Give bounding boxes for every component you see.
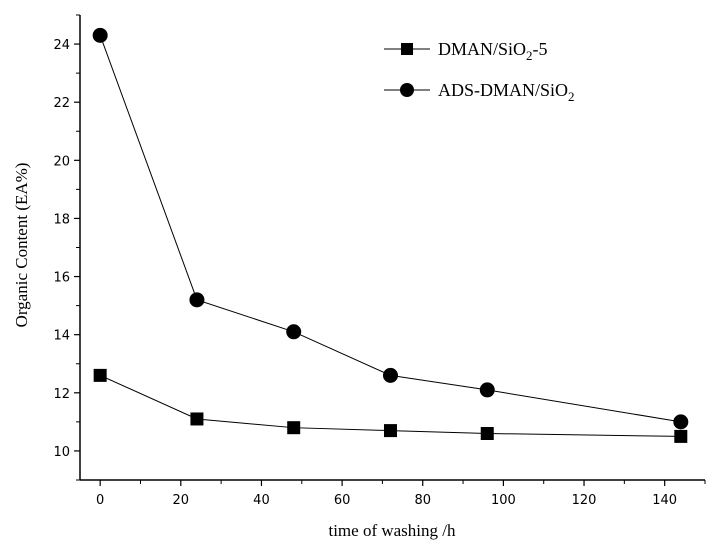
x-ticks: 0 20 40 60 80 100 120 140 — [96, 480, 706, 508]
y-tick-label: 24 — [53, 38, 70, 53]
x-tick-label: 0 — [96, 493, 104, 508]
x-tick-label: 120 — [572, 493, 597, 508]
data-point-square — [674, 429, 688, 443]
y-tick-label: 18 — [53, 212, 70, 227]
data-point-square — [480, 427, 494, 440]
y-tick-label: 16 — [53, 271, 70, 286]
data-point-square — [190, 412, 204, 426]
legend-marker-circle — [400, 83, 414, 97]
data-point-square — [93, 368, 107, 382]
legend-entry-ads-dman-sio2: ADS-DMAN/SiO2 — [384, 80, 575, 104]
y-tick-label: 14 — [53, 329, 70, 344]
x-tick-label: 60 — [334, 493, 351, 508]
series-line-square — [99, 374, 681, 437]
data-point-circle — [189, 292, 205, 308]
x-tick-label: 40 — [253, 493, 270, 508]
series-markers — [92, 27, 689, 443]
x-tick-label: 100 — [491, 493, 516, 508]
legend-label-subscript: 2 — [526, 48, 533, 63]
y-tick-label: 12 — [53, 387, 70, 402]
data-point-circle — [382, 367, 398, 383]
y-tick-label: 22 — [53, 96, 70, 111]
data-point-circle — [286, 324, 302, 340]
legend-label-subscript: 2 — [568, 89, 575, 104]
series-lines — [99, 35, 681, 437]
legend-label-ads-dman-sio2: ADS-DMAN/SiO2 — [438, 80, 575, 104]
series-line-circle — [99, 35, 681, 423]
data-point-circle — [673, 414, 689, 430]
legend-label-prefix: ADS-DMAN/SiO — [438, 80, 568, 100]
legend-entry-dman-sio2-5: DMAN/SiO2-5 — [384, 39, 548, 63]
x-tick-label: 140 — [652, 493, 677, 508]
legend: DMAN/SiO2-5 ADS-DMAN/SiO2 — [384, 39, 575, 104]
y-tick-label: 20 — [53, 154, 70, 169]
y-axis-title: Organic Content (EA%) — [12, 163, 31, 328]
x-tick-label: 20 — [173, 493, 190, 508]
data-point-square — [287, 421, 301, 435]
data-point-circle — [92, 27, 108, 43]
x-tick-label: 80 — [414, 493, 431, 508]
x-axis-title: time of washing /h — [328, 521, 456, 540]
legend-label-suffix: -5 — [533, 39, 548, 59]
data-point-square — [383, 424, 397, 438]
y-tick-label: 10 — [53, 445, 70, 460]
legend-label-prefix: DMAN/SiO — [438, 39, 526, 59]
y-ticks: 10 12 14 16 18 20 22 24 — [53, 14, 80, 481]
legend-label-dman-sio2-5: DMAN/SiO2-5 — [438, 39, 548, 63]
legend-marker-square — [401, 43, 413, 55]
data-point-circle — [479, 382, 495, 398]
